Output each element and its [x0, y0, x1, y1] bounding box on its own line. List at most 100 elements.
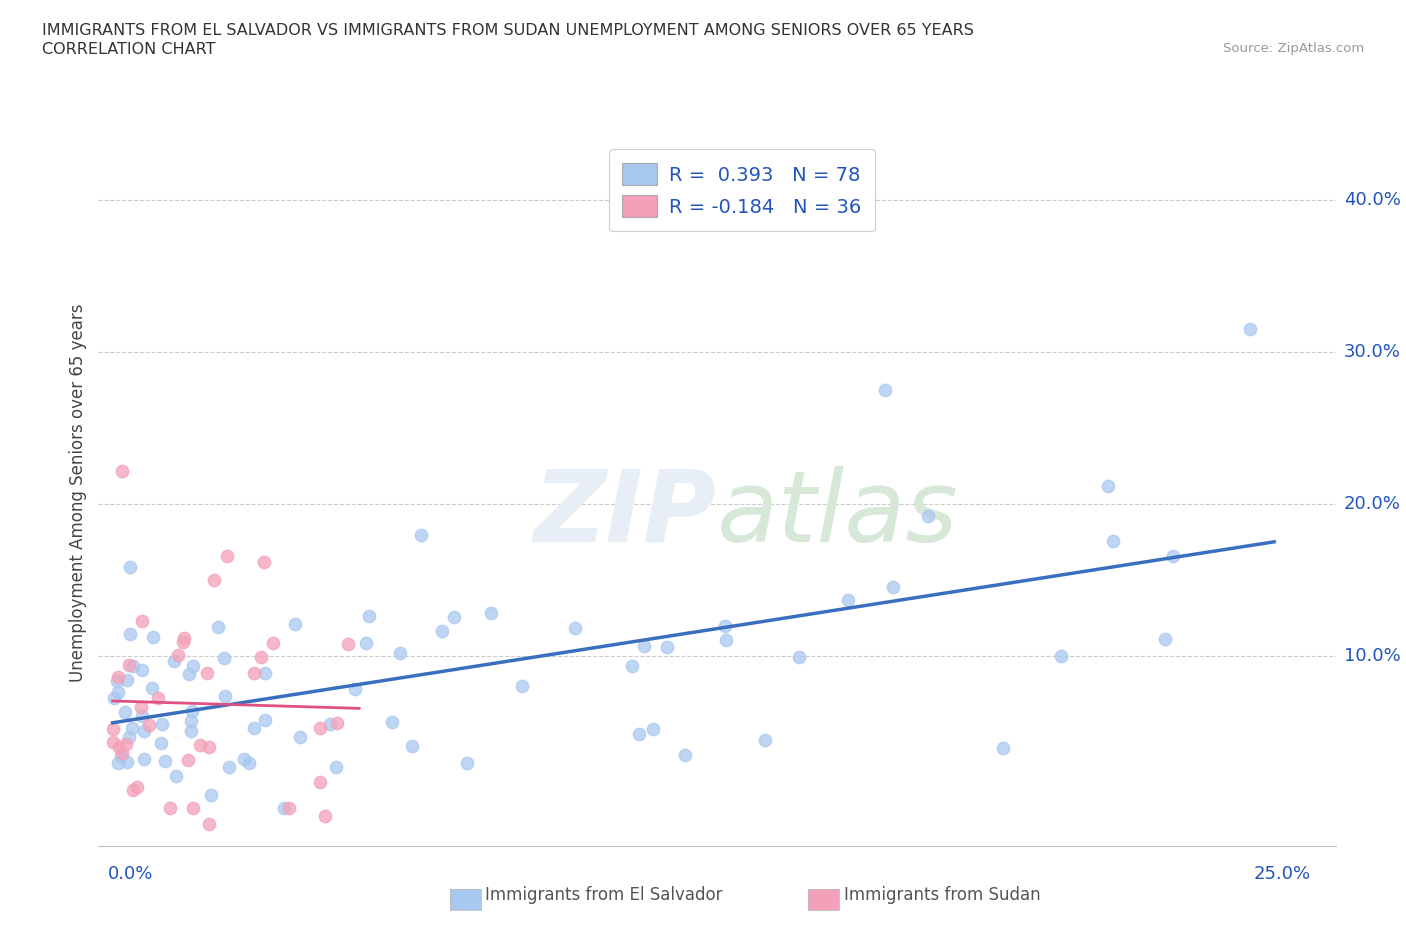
Text: 0.0%: 0.0% — [108, 865, 153, 883]
Point — [673, 747, 696, 762]
Text: 10.0%: 10.0% — [1344, 647, 1400, 665]
Point — [195, 666, 218, 681]
Point — [117, 730, 139, 745]
Point — [180, 713, 202, 728]
Point — [149, 736, 172, 751]
Point — [173, 631, 195, 645]
Point — [115, 673, 138, 688]
Point — [110, 749, 132, 764]
Point — [218, 760, 240, 775]
Point — [238, 755, 260, 770]
Point — [254, 666, 277, 681]
Point — [443, 610, 465, 625]
Point — [217, 549, 239, 564]
Point — [389, 645, 412, 660]
Point — [131, 709, 153, 724]
Text: 30.0%: 30.0% — [1344, 343, 1400, 361]
Point — [456, 755, 478, 770]
Point — [620, 658, 643, 673]
Point — [118, 627, 141, 642]
Point — [359, 609, 381, 624]
Point — [114, 705, 136, 720]
Point — [180, 724, 202, 738]
Point — [142, 630, 165, 644]
Point — [754, 732, 776, 747]
Point — [242, 721, 264, 736]
Point — [250, 649, 273, 664]
Point — [242, 665, 264, 680]
Point — [633, 639, 655, 654]
Point — [627, 726, 650, 741]
Text: 25.0%: 25.0% — [1254, 865, 1312, 883]
Point — [165, 768, 187, 783]
Point — [179, 666, 201, 681]
Point — [127, 779, 149, 794]
Point — [114, 737, 136, 751]
Point — [284, 617, 307, 631]
Point — [188, 737, 211, 752]
Point — [176, 752, 198, 767]
Point — [181, 801, 204, 816]
Point — [254, 712, 277, 727]
Point — [326, 715, 349, 730]
Point — [1049, 649, 1071, 664]
Point — [200, 788, 222, 803]
Point — [163, 654, 186, 669]
Point — [1239, 322, 1261, 337]
Point — [875, 383, 897, 398]
Point — [181, 704, 204, 719]
Y-axis label: Unemployment Among Seniors over 65 years: Unemployment Among Seniors over 65 years — [69, 304, 87, 682]
Point — [212, 650, 235, 665]
Point — [253, 554, 276, 569]
Point — [232, 751, 254, 766]
Point — [198, 816, 221, 830]
Point — [917, 509, 939, 524]
Point — [278, 801, 301, 816]
Point — [118, 560, 141, 575]
Point — [564, 621, 586, 636]
Point — [714, 632, 737, 647]
Point — [1161, 549, 1184, 564]
Point — [381, 714, 404, 729]
Point — [714, 618, 737, 633]
Point — [991, 741, 1014, 756]
Point — [1097, 479, 1119, 494]
Text: 40.0%: 40.0% — [1344, 192, 1400, 209]
Point — [131, 614, 153, 629]
Point — [132, 752, 155, 767]
Point — [356, 636, 378, 651]
Point — [107, 684, 129, 699]
Point — [198, 739, 221, 754]
Text: IMMIGRANTS FROM EL SALVADOR VS IMMIGRANTS FROM SUDAN UNEMPLOYMENT AMONG SENIORS : IMMIGRANTS FROM EL SALVADOR VS IMMIGRANT… — [42, 23, 974, 38]
Point — [273, 801, 295, 816]
Point — [510, 679, 533, 694]
Point — [153, 753, 176, 768]
Point — [103, 722, 125, 737]
Text: ZIP: ZIP — [534, 466, 717, 563]
Point — [150, 716, 173, 731]
Point — [129, 699, 152, 714]
Text: Immigrants from El Salvador: Immigrants from El Salvador — [485, 885, 723, 904]
Point — [641, 721, 664, 736]
Point — [882, 579, 904, 594]
Point — [401, 738, 423, 753]
Point — [115, 754, 138, 769]
Legend: R =  0.393   N = 78, R = -0.184   N = 36: R = 0.393 N = 78, R = -0.184 N = 36 — [609, 149, 875, 231]
Point — [214, 688, 236, 703]
Point — [101, 735, 124, 750]
Point — [336, 636, 359, 651]
Point — [132, 723, 155, 737]
Point — [309, 775, 332, 790]
Point — [141, 681, 163, 696]
Text: Source: ZipAtlas.com: Source: ZipAtlas.com — [1223, 42, 1364, 55]
Point — [432, 624, 454, 639]
Point — [207, 619, 229, 634]
Point — [159, 801, 181, 816]
Point — [183, 658, 205, 673]
Point — [202, 573, 225, 588]
Point — [1102, 534, 1125, 549]
Point — [262, 635, 284, 650]
Text: Immigrants from Sudan: Immigrants from Sudan — [844, 885, 1040, 904]
Point — [309, 721, 332, 736]
Point — [121, 783, 143, 798]
